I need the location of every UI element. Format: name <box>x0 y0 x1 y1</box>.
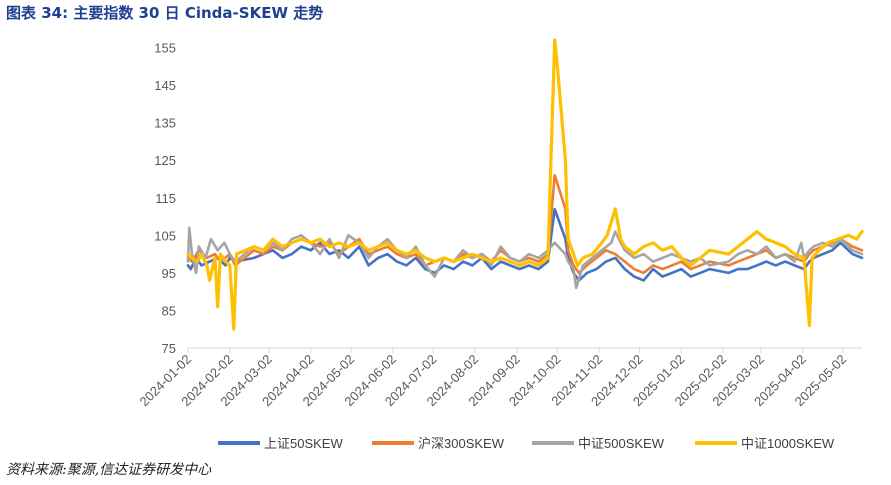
y-tick-label: 115 <box>155 191 176 206</box>
y-tick-label: 135 <box>154 116 176 131</box>
legend-label: 上证50SKEW <box>264 436 343 451</box>
legend-label: 沪深300SKEW <box>418 436 505 451</box>
legend-label: 中证1000SKEW <box>741 436 835 451</box>
y-tick-label: 155 <box>154 41 176 56</box>
figure-title: 图表 34: 主要指数 30 日 Cinda-SKEW 走势 <box>6 4 324 22</box>
y-tick-label: 75 <box>162 341 176 356</box>
series-layer <box>186 38 864 331</box>
series-line-1 <box>186 207 864 282</box>
legend: 上证50SKEW 沪深300SKEW 中证500SKEW 中证1000SKEW <box>218 436 835 451</box>
source-note: 资料来源:聚源,信达证券研发中心 <box>6 462 212 478</box>
series-line-4 <box>186 38 864 331</box>
y-tick-label: 95 <box>162 266 176 281</box>
y-tick-label: 125 <box>154 153 176 168</box>
series-line-3 <box>186 226 864 290</box>
legend-label: 中证500SKEW <box>578 436 665 451</box>
y-tick-label: 145 <box>154 78 176 93</box>
y-tick-label: 105 <box>154 228 176 243</box>
axis-layer: 7585951051151251351451552024-01-022024-0… <box>136 41 862 409</box>
y-tick-label: 85 <box>162 303 176 318</box>
